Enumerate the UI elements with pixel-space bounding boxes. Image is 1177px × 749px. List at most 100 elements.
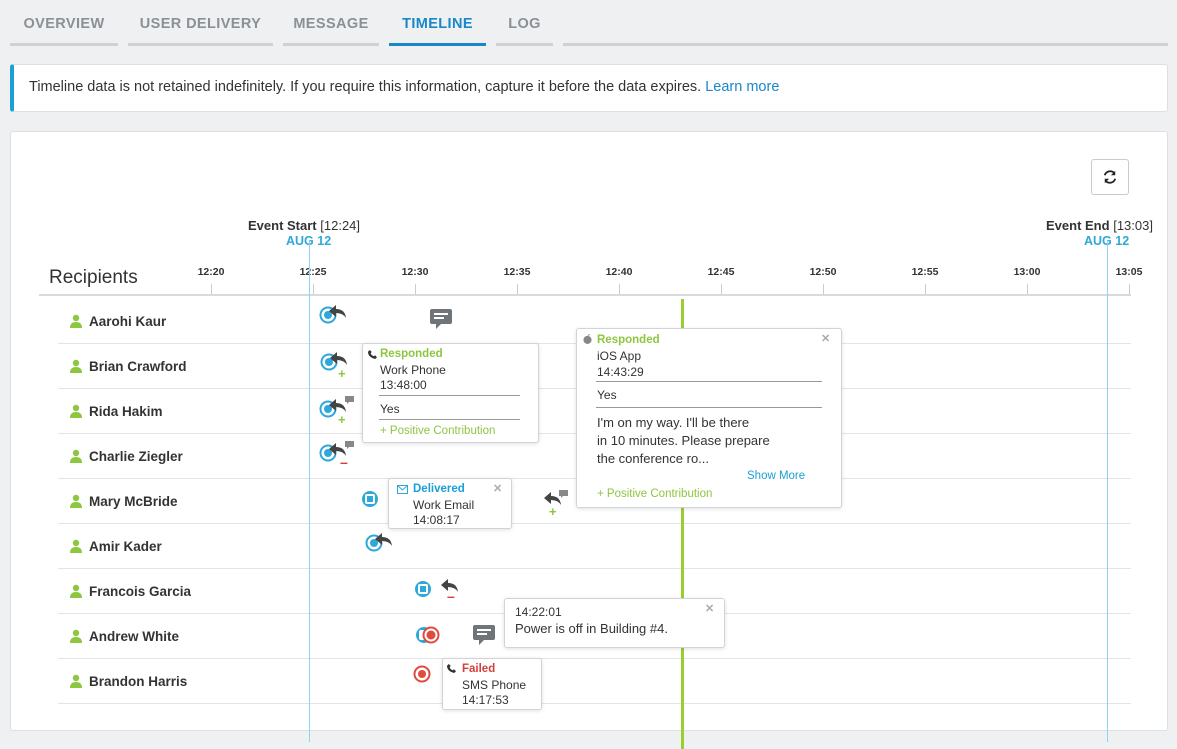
recipients-header: Recipients — [49, 267, 138, 288]
tab-bar-filler — [563, 0, 1168, 46]
retention-notice-text: Timeline data is not retained indefinite… — [29, 79, 702, 95]
tick-label: 12:20 — [197, 266, 225, 278]
event-start-time: [12:24] — [320, 218, 361, 233]
popup-time: 14:22:01 — [515, 605, 562, 619]
tick-mark — [415, 284, 416, 294]
person-icon — [70, 314, 82, 328]
recipient-name: Aarohi Kaur — [89, 314, 167, 329]
popup-device: SMS Phone — [462, 678, 527, 692]
tick-mark — [619, 284, 620, 294]
person-icon — [70, 404, 82, 418]
person-icon — [70, 539, 82, 553]
tick-mark — [1129, 284, 1130, 294]
popup-contribution: + Positive Contribution — [597, 488, 713, 500]
tick-mark — [721, 284, 722, 294]
comment-icon[interactable] — [430, 309, 452, 329]
popup-message-line: I'm on my way. I'll be there — [597, 415, 750, 430]
small-comment-icon — [345, 396, 354, 404]
tick-label: 12:35 — [503, 266, 531, 278]
popup-close-icon[interactable]: ✕ — [705, 603, 715, 615]
tab-user-delivery[interactable]: USER DELIVERY — [128, 0, 273, 46]
tick-mark — [1027, 284, 1028, 294]
person-icon — [70, 674, 82, 688]
recipient-row[interactable]: Amir Kader — [58, 524, 1131, 569]
phone-icon — [447, 664, 456, 673]
popup-close-icon[interactable]: ✕ — [821, 333, 831, 345]
reply-icon[interactable] — [544, 492, 562, 506]
small-comment-icon — [559, 490, 568, 498]
recipient-name: Andrew White — [89, 629, 179, 644]
popup-device: iOS App — [597, 349, 642, 363]
tick-mark — [517, 284, 518, 294]
tick-mark — [313, 284, 314, 294]
popup-time: 13:48:00 — [380, 378, 427, 392]
timeline-axis-line — [39, 294, 1131, 296]
timeline-panel: Event Start [12:24] AUG 12 Event End [13… — [10, 131, 1168, 749]
apple-icon — [583, 334, 592, 344]
tick-label: 12:40 — [605, 266, 633, 278]
popup-divider — [379, 419, 520, 420]
email-icon — [397, 485, 408, 494]
person-icon — [70, 359, 82, 373]
response-popup: ✕ Responded iOS App 14:43:29 Yes I'm on … — [576, 328, 842, 508]
recipient-row[interactable]: Andrew White — [58, 614, 1131, 659]
tick-mark — [823, 284, 824, 294]
popup-divider — [379, 395, 520, 396]
recipient-row[interactable]: Mary McBride — [58, 479, 1131, 524]
recipient-name: Mary McBride — [89, 494, 178, 509]
popup-response: Yes — [380, 402, 400, 416]
event-start-line — [309, 242, 310, 742]
failed-icon[interactable] — [413, 665, 431, 683]
popup-time: 14:08:17 — [413, 513, 460, 527]
reply-icon[interactable] — [375, 533, 393, 547]
popup-device: Work Email — [413, 498, 475, 512]
tab-message[interactable]: MESSAGE — [283, 0, 379, 46]
phone-icon — [368, 350, 377, 359]
popup-contribution: + Positive Contribution — [380, 425, 496, 437]
recipient-row[interactable]: Brandon Harris — [58, 659, 1131, 704]
event-end-title: Event End — [1046, 218, 1110, 233]
event-end-time: [13:03] — [1113, 218, 1153, 233]
positive-plus-icon: + — [338, 366, 346, 381]
reply-icon[interactable] — [330, 352, 348, 366]
tick-label: 12:30 — [401, 266, 429, 278]
refresh-button[interactable] — [1091, 159, 1129, 195]
event-end-line — [1107, 242, 1108, 742]
tab-timeline[interactable]: TIMELINE — [389, 0, 486, 46]
current-time-marker — [681, 299, 684, 749]
negative-minus-icon: – — [447, 588, 455, 604]
delivered-icon[interactable] — [360, 490, 380, 508]
event-end-label: Event End [13:03] — [1046, 218, 1153, 233]
popup-response: Yes — [597, 388, 617, 402]
reply-icon[interactable] — [329, 399, 347, 413]
recipient-name: Charlie Ziegler — [89, 449, 183, 464]
popup-divider — [596, 407, 822, 408]
failed-icon[interactable] — [422, 626, 440, 644]
event-end-date: AUG 12 — [1084, 234, 1130, 248]
reply-icon[interactable] — [329, 305, 347, 319]
reply-icon[interactable] — [441, 579, 459, 593]
person-icon — [70, 629, 82, 643]
failed-popup: Failed SMS Phone 14:17:53 — [442, 658, 542, 710]
response-popup: Responded Work Phone 13:48:00 Yes + Posi… — [362, 343, 539, 443]
tick-label: 12:50 — [809, 266, 837, 278]
learn-more-link[interactable]: Learn more — [705, 79, 780, 95]
tick-mark — [211, 284, 212, 294]
tick-mark — [925, 284, 926, 294]
delivered-icon[interactable] — [413, 580, 433, 598]
popup-message-line: in 10 minutes. Please prepare — [597, 433, 770, 448]
recipient-name: Rida Hakim — [89, 404, 163, 419]
popup-close-icon[interactable]: ✕ — [493, 483, 503, 495]
popup-status: Failed — [462, 663, 496, 675]
person-icon — [70, 449, 82, 463]
show-more-link[interactable]: Show More — [747, 470, 806, 482]
reply-icon[interactable] — [329, 443, 347, 457]
tab-log[interactable]: LOG — [496, 0, 553, 46]
positive-plus-icon: + — [549, 504, 557, 519]
tick-label: 12:25 — [299, 266, 327, 278]
small-comment-icon — [345, 441, 354, 449]
popup-time: 14:17:53 — [462, 693, 509, 707]
event-start-label: Event Start [12:24] — [248, 218, 360, 233]
comment-icon[interactable] — [473, 625, 495, 645]
tab-overview[interactable]: OVERVIEW — [10, 0, 118, 46]
